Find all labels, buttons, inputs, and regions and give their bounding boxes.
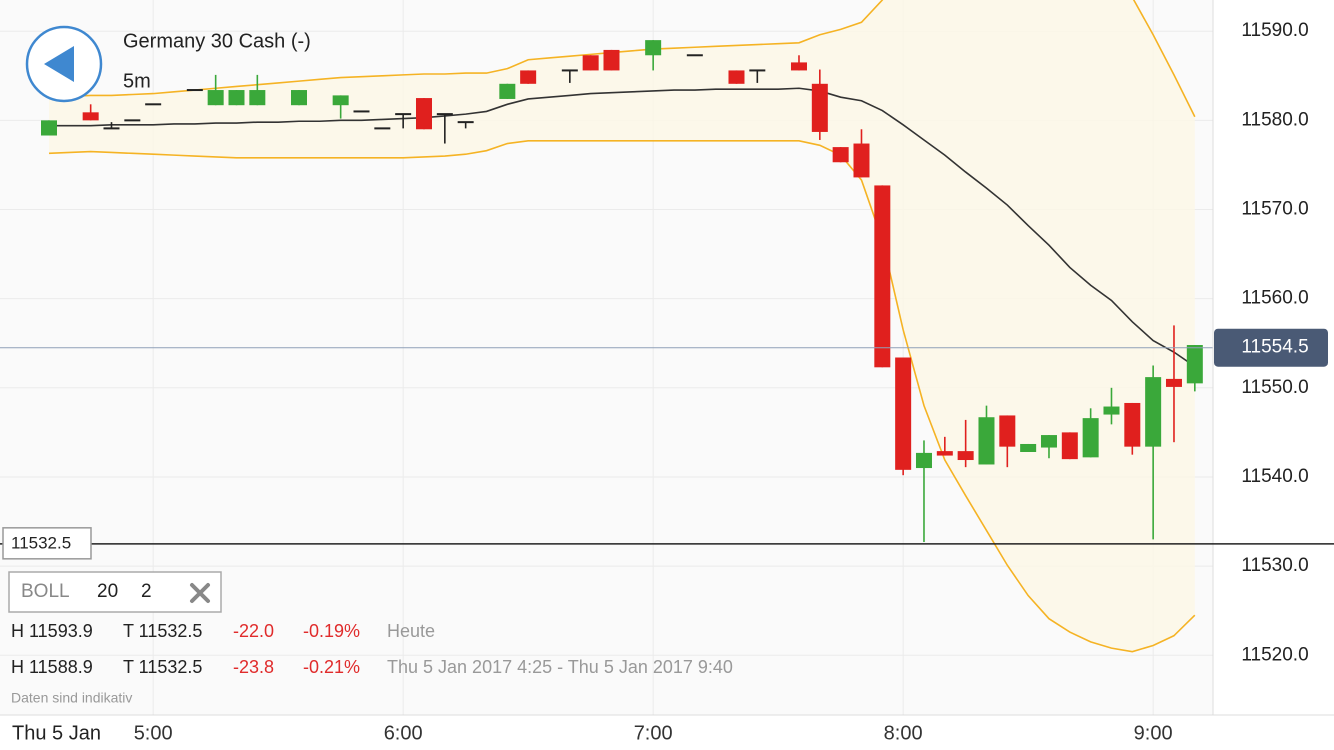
candle-body xyxy=(853,143,870,178)
x-tick-label: 5:00 xyxy=(134,722,173,744)
candle-body xyxy=(103,127,120,130)
low-line-label: 11532.5 xyxy=(11,533,71,552)
info-cell: T 11532.5 xyxy=(123,657,202,677)
candle-body xyxy=(561,69,578,72)
candle-body xyxy=(457,121,474,124)
candle-body xyxy=(499,83,516,99)
y-tick-label: 11560.0 xyxy=(1241,288,1308,309)
candle-body xyxy=(603,49,620,71)
y-tick-label: 11540.0 xyxy=(1241,466,1308,487)
x-tick-label: 8:00 xyxy=(884,722,923,744)
candle-body xyxy=(936,451,953,456)
candle-body xyxy=(228,90,245,106)
candle-body xyxy=(811,83,828,132)
candle-body xyxy=(978,417,995,465)
info-cell: H 11593.9 xyxy=(11,621,93,641)
candle-body xyxy=(41,120,57,136)
candle-body xyxy=(436,113,453,116)
candle-body xyxy=(1103,406,1120,415)
candle-body xyxy=(645,40,662,56)
indicator-remove[interactable] xyxy=(190,583,210,603)
instrument-title: Germany 30 Cash (-) xyxy=(123,30,311,52)
indicator-frame xyxy=(8,571,222,613)
candle-body xyxy=(1124,402,1141,447)
date-label-background xyxy=(0,716,120,750)
band-fill xyxy=(49,0,1195,652)
candle-body xyxy=(728,70,745,84)
back-button[interactable] xyxy=(25,25,103,103)
candle-body xyxy=(186,89,203,92)
info-cell: -0.19% xyxy=(303,621,360,641)
candle-body xyxy=(686,54,703,57)
plot xyxy=(0,0,1213,653)
indicator-box: BOLL 20 2 xyxy=(8,571,222,613)
candle-body xyxy=(895,357,912,470)
candle-body xyxy=(290,90,307,106)
candle-body xyxy=(957,451,974,461)
candle-body xyxy=(207,90,224,106)
candle-body xyxy=(1145,377,1162,447)
candle-body xyxy=(249,90,266,106)
candle-body xyxy=(124,119,141,122)
x-tick-label: 9:00 xyxy=(1134,722,1173,744)
info-cell: T 11532.5 xyxy=(123,621,202,641)
indicator-period: 20 xyxy=(97,581,118,602)
y-tick-label: 11520.0 xyxy=(1241,644,1308,665)
y-tick-label: 11580.0 xyxy=(1241,109,1308,130)
low-line-tag xyxy=(2,527,92,560)
remove-icon[interactable] xyxy=(190,583,210,603)
indicator-name: BOLL xyxy=(21,581,70,602)
y-tick-label: 11550.0 xyxy=(1241,377,1308,398)
candle-body xyxy=(1165,378,1182,387)
disclaimer: Daten sind indikativ xyxy=(11,690,132,706)
band-line xyxy=(48,0,1196,118)
info-cell: Thu 5 Jan 2017 4:25 - Thu 5 Jan 2017 9:4… xyxy=(387,657,733,677)
candle-body xyxy=(82,112,99,121)
candle-body xyxy=(1082,418,1099,458)
last-price-label: 11554.5 xyxy=(1241,337,1308,358)
info-cell: -22.0 xyxy=(233,621,274,641)
info-panel: H 11593.9 T 11532.5 -22.0 -0.19% Heute H 1158… xyxy=(11,621,733,677)
candle-body xyxy=(1186,345,1203,384)
candle-body xyxy=(353,110,370,113)
candle-body xyxy=(1040,435,1057,448)
candle-body xyxy=(749,69,766,72)
y-tick-label: 11530.0 xyxy=(1241,555,1308,576)
x-tick-label: 7:00 xyxy=(634,722,673,744)
y-tick-label: 11590.0 xyxy=(1241,20,1308,41)
candle-body xyxy=(395,113,412,116)
band-line xyxy=(49,87,1196,368)
candle-body xyxy=(915,452,932,469)
info-cell: H 11588.9 xyxy=(11,657,93,677)
info-cell: -23.8 xyxy=(233,657,274,677)
candle-body xyxy=(145,103,162,106)
candle-body xyxy=(520,70,537,84)
band-line xyxy=(48,140,1196,653)
x-tick-label: 6:00 xyxy=(384,722,423,744)
candle-body xyxy=(582,55,599,71)
candle-body xyxy=(874,185,891,368)
candle-body xyxy=(1061,432,1078,460)
last-price-tag xyxy=(1214,328,1328,367)
info-cell: Heute xyxy=(387,621,435,641)
candle-body xyxy=(999,415,1016,447)
candle-body xyxy=(332,95,349,106)
indicator-deviation: 2 xyxy=(141,581,152,602)
candle-body xyxy=(415,98,432,130)
axis: 11520.0 11530.0 11540.0 11550.0 11560.0 11570… xyxy=(134,20,1309,744)
candle-body xyxy=(1020,443,1037,453)
y-tick-label: 11570.0 xyxy=(1241,199,1308,220)
info-cell: -0.21% xyxy=(303,657,360,677)
candle-body xyxy=(832,147,849,163)
interval[interactable]: 5m xyxy=(123,70,151,92)
candle-body xyxy=(790,62,807,71)
date-label: Thu 5 Jan xyxy=(12,722,101,744)
back-arrow[interactable] xyxy=(44,46,74,82)
candle-body xyxy=(374,127,391,130)
